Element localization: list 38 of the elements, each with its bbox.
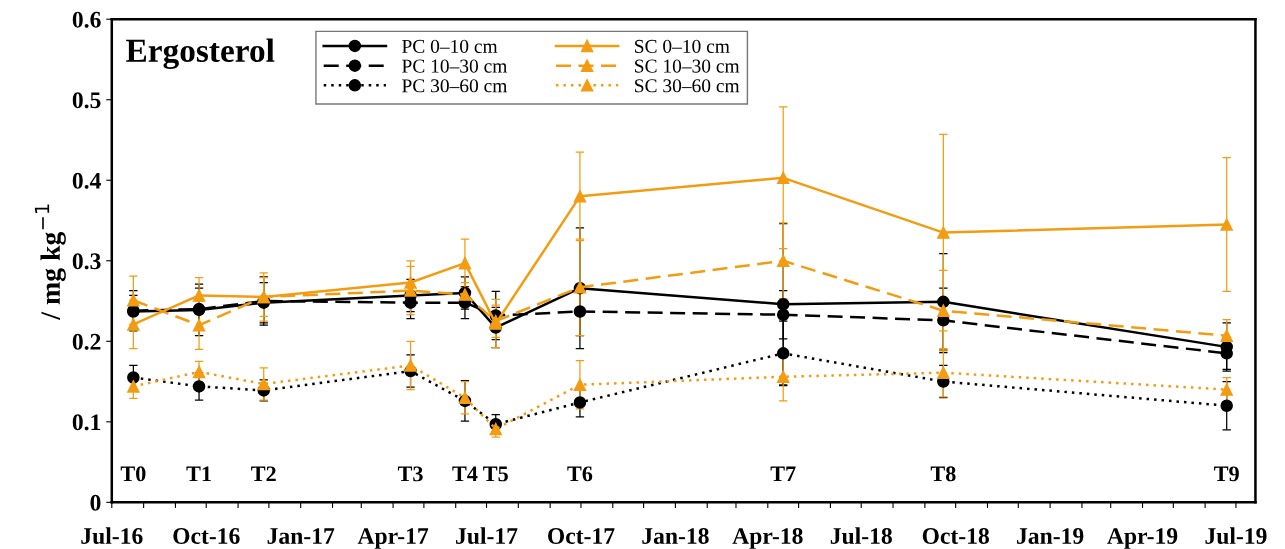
- y-tick-label: 0: [90, 494, 101, 511]
- annotation: T3: [397, 466, 423, 482]
- text: Ergosterol: [126, 38, 275, 70]
- legend-label: PC 10–30 cm: [402, 59, 508, 73]
- annotation: T2: [251, 466, 276, 482]
- x-tick-label: Jul-16: [81, 527, 143, 545]
- annotation: T8: [930, 466, 956, 482]
- annotation: T4: [452, 466, 478, 482]
- legend-label: SC 30–60 cm: [635, 79, 740, 93]
- annotation: T6: [567, 466, 593, 482]
- annotation: T7: [770, 466, 796, 482]
- legend-label: PC 30–60 cm: [402, 79, 508, 93]
- x-tick-label: Oct-16: [173, 528, 240, 544]
- annotation: T1: [186, 466, 211, 482]
- x-tick-label: Jul-17: [456, 527, 518, 545]
- legend-label: SC 0–10 cm: [635, 39, 730, 53]
- y-tick-label: 0.5: [72, 92, 101, 109]
- y-tick-label: 0.1: [72, 414, 101, 431]
- x-tick-label: Jan-18: [642, 528, 709, 544]
- annotation: T5: [483, 466, 508, 482]
- x-tick-label: Jul-18: [830, 527, 892, 545]
- y-axis-title: / mg kg$^{−1}$: [34, 204, 66, 320]
- y-tick-label: 0.6: [72, 11, 101, 28]
- x-tick-label: Apr-18: [732, 528, 803, 549]
- y-tick-label: 0.4: [72, 172, 101, 189]
- y-tick-label: 0.2: [72, 333, 101, 350]
- x-tick-label: Apr-17: [357, 528, 429, 549]
- annotation: T0: [120, 466, 146, 482]
- annotation: T9: [1214, 466, 1239, 482]
- legend-label: SC 10–30 cm: [635, 59, 740, 73]
- x-tick-label: Jan-19: [1017, 528, 1084, 544]
- x-tick-label: Oct-18: [922, 528, 989, 544]
- x-tick-label: Oct-17: [548, 528, 615, 544]
- legend-label: PC 0–10 cm: [402, 39, 498, 53]
- x-tick-label: Jul-19: [1205, 527, 1267, 545]
- y-tick-label: 0.3: [72, 253, 101, 270]
- x-tick-label: Jan-17: [267, 528, 335, 544]
- x-tick-label: Apr-19: [1107, 528, 1178, 549]
